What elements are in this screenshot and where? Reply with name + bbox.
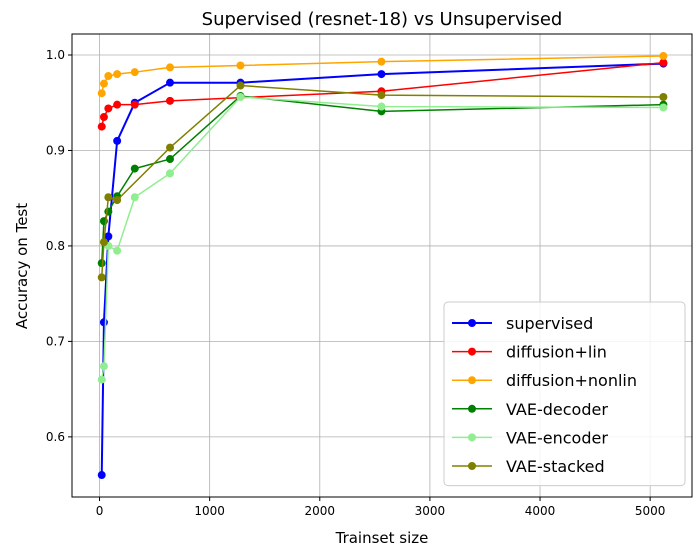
data-point-diffusion-lin: [659, 58, 668, 67]
data-point-vae-stacked: [99, 238, 108, 247]
y-tick-label: 0.6: [46, 430, 65, 444]
data-point-vae-encoder: [166, 169, 175, 178]
data-point-diffusion-nonlin: [99, 79, 108, 88]
series-vae-stacked: [97, 81, 668, 282]
legend-entry-diffusion-lin: diffusion+lin: [452, 343, 607, 362]
series-vae-decoder: [97, 92, 668, 268]
legend-label: diffusion+lin: [506, 343, 607, 362]
legend-label: VAE-encoder: [506, 428, 608, 447]
y-tick-label: 0.8: [46, 239, 65, 253]
series-diffusion-nonlin: [97, 51, 668, 98]
data-point-vae-encoder: [236, 93, 245, 102]
data-point-vae-decoder: [104, 207, 113, 216]
y-tick-label: 1.0: [46, 48, 65, 62]
legend-label: diffusion+nonlin: [506, 371, 637, 390]
data-point-supervised: [97, 471, 106, 480]
legend-label: VAE-decoder: [506, 400, 608, 419]
data-point-diffusion-lin: [97, 122, 106, 131]
data-point-supervised: [99, 318, 108, 327]
data-point-diffusion-lin: [166, 96, 175, 105]
legend-entry-vae-decoder: VAE-decoder: [452, 400, 608, 419]
data-point-diffusion-lin: [130, 100, 139, 109]
data-point-diffusion-nonlin: [104, 72, 113, 81]
data-point-diffusion-lin: [99, 113, 108, 122]
legend-entry-supervised: supervised: [452, 314, 593, 333]
legend-entry-vae-stacked: VAE-stacked: [452, 457, 605, 476]
data-point-vae-stacked: [166, 143, 175, 152]
data-point-supervised: [166, 78, 175, 87]
y-axis-ticks: 0.6 0.7 0.8 0.9 1.0: [46, 48, 72, 444]
series-line-vae-stacked: [100, 84, 664, 278]
data-point-vae-decoder: [130, 164, 139, 173]
data-point-vae-stacked: [104, 193, 113, 202]
data-point-vae-stacked: [377, 91, 386, 100]
data-point-vae-decoder: [97, 259, 106, 268]
data-point-diffusion-nonlin: [130, 68, 139, 77]
y-axis-label: Accuracy on Test: [13, 203, 31, 329]
data-point-vae-encoder: [113, 246, 122, 255]
data-point-vae-encoder: [377, 102, 386, 111]
legend-marker: [468, 462, 476, 470]
chart-title: Supervised (resnet-18) vs Unsupervised: [202, 9, 563, 30]
data-point-supervised: [377, 70, 386, 79]
data-point-diffusion-nonlin: [659, 51, 668, 60]
x-tick-label: 1000: [194, 504, 225, 518]
plot-frame: [71, 33, 693, 498]
data-point-vae-stacked: [236, 81, 245, 90]
grid: [72, 34, 692, 497]
series-vae-encoder: [97, 93, 668, 384]
legend-box: [443, 301, 686, 487]
data-point-diffusion-nonlin: [113, 70, 122, 79]
data-point-vae-stacked: [659, 93, 668, 102]
data-point-vae-encoder: [130, 193, 139, 202]
data-point-vae-decoder: [166, 155, 175, 164]
y-tick-label: 0.9: [46, 143, 65, 157]
data-point-vae-stacked: [97, 273, 106, 282]
series-layer: [97, 51, 668, 480]
x-tick-label: 5000: [635, 504, 666, 518]
data-point-diffusion-lin: [104, 104, 113, 113]
legend-marker: [468, 319, 476, 327]
data-point-vae-encoder: [659, 103, 668, 112]
legend-entry-vae-encoder: VAE-encoder: [452, 428, 608, 447]
data-point-supervised: [113, 136, 122, 145]
data-point-diffusion-nonlin: [377, 57, 386, 66]
series-line-vae-decoder: [100, 95, 664, 264]
y-tick-label: 0.7: [46, 334, 65, 348]
x-tick-label: 3000: [415, 504, 446, 518]
data-point-diffusion-nonlin: [97, 89, 106, 98]
x-axis-label: Trainset size: [335, 529, 429, 547]
x-tick-label: 2000: [305, 504, 336, 518]
x-axis-ticks: 0 1000 2000 3000 4000 5000: [96, 497, 666, 518]
legend-label: VAE-stacked: [506, 457, 605, 476]
legend-label: supervised: [506, 314, 593, 333]
data-point-vae-encoder: [97, 375, 106, 384]
data-point-supervised: [104, 232, 113, 241]
data-point-diffusion-nonlin: [236, 61, 245, 70]
legend-marker: [468, 347, 476, 356]
data-point-diffusion-nonlin: [166, 63, 175, 72]
legend: supervised diffusion+lin diffusion+nonlin V…: [443, 301, 686, 487]
x-tick-label: 0: [96, 504, 104, 518]
legend-entry-diffusion-nonlin: diffusion+nonlin: [452, 371, 637, 390]
data-point-vae-encoder: [99, 362, 108, 371]
legend-marker: [468, 376, 476, 385]
data-point-vae-stacked: [113, 196, 122, 205]
data-point-diffusion-lin: [113, 100, 122, 109]
x-tick-label: 4000: [525, 504, 556, 518]
legend-marker: [468, 433, 476, 442]
legend-marker: [468, 404, 476, 413]
